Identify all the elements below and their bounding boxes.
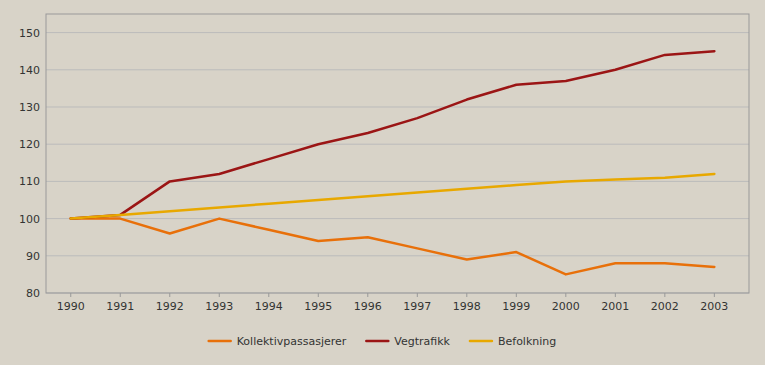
x-tick-label: 1992 bbox=[156, 300, 184, 313]
series-line bbox=[71, 51, 715, 218]
x-tick-label: 2001 bbox=[601, 300, 629, 313]
x-tick bbox=[565, 293, 566, 297]
x-tick bbox=[417, 293, 418, 297]
x-tick bbox=[714, 293, 715, 297]
x-tick bbox=[664, 293, 665, 297]
y-tick-label: 140 bbox=[19, 64, 40, 77]
y-tick-label: 90 bbox=[26, 250, 40, 263]
x-tick bbox=[169, 293, 170, 297]
grid-line bbox=[46, 69, 749, 70]
x-tick bbox=[466, 293, 467, 297]
x-tick-label: 1995 bbox=[304, 300, 332, 313]
chart-container: 80 90 100 110 120 130 140 150 1990 1991 1992 1993 19… bbox=[0, 0, 765, 365]
y-tick-label: 150 bbox=[19, 27, 40, 40]
plot-frame bbox=[46, 14, 749, 293]
legend-swatch bbox=[366, 340, 388, 343]
x-tick-label: 1996 bbox=[354, 300, 382, 313]
series-lines bbox=[71, 51, 715, 274]
x-tick-label: 1990 bbox=[57, 300, 85, 313]
x-tick bbox=[70, 293, 71, 297]
x-tick-label: 1994 bbox=[255, 300, 283, 313]
series-line bbox=[71, 174, 715, 219]
x-tick bbox=[516, 293, 517, 297]
chart: 80 90 100 110 120 130 140 150 1990 1991 1992 1993 19… bbox=[0, 0, 765, 365]
x-tick-label: 1999 bbox=[502, 300, 530, 313]
x-tick-label: 1997 bbox=[403, 300, 431, 313]
x-tick bbox=[367, 293, 368, 297]
grid-line bbox=[46, 255, 749, 256]
x-tick-label: 2003 bbox=[700, 300, 728, 313]
y-tick-label: 120 bbox=[19, 138, 40, 151]
x-tick bbox=[318, 293, 319, 297]
x-tick bbox=[268, 293, 269, 297]
series-line bbox=[71, 219, 715, 275]
grid-line bbox=[46, 218, 749, 219]
grid-line bbox=[46, 32, 749, 33]
x-tick-label: 1991 bbox=[106, 300, 134, 313]
x-tick-label: 1993 bbox=[205, 300, 233, 313]
legend-label: Vegtrafikk bbox=[394, 335, 450, 348]
grid-line bbox=[46, 181, 749, 182]
y-tick-label: 80 bbox=[26, 287, 40, 300]
x-tick bbox=[615, 293, 616, 297]
x-tick bbox=[120, 293, 121, 297]
legend-swatch bbox=[470, 340, 492, 343]
y-tick-label: 130 bbox=[19, 101, 40, 114]
x-tick bbox=[219, 293, 220, 297]
y-tick-label: 100 bbox=[19, 213, 40, 226]
y-grid bbox=[46, 33, 749, 293]
grid-line bbox=[46, 107, 749, 108]
legend-swatch bbox=[209, 340, 231, 343]
x-tick-label: 2002 bbox=[651, 300, 679, 313]
legend-label: Befolkning bbox=[498, 335, 556, 348]
x-tick-label: 2000 bbox=[552, 300, 580, 313]
x-tick-label: 1998 bbox=[453, 300, 481, 313]
legend-label: Kollektivpassasjerer bbox=[237, 335, 347, 348]
grid-line bbox=[46, 144, 749, 145]
y-tick-label: 110 bbox=[19, 175, 40, 188]
legend: Kollektivpassasjerer Vegtrafikk Befolkning bbox=[209, 335, 557, 348]
